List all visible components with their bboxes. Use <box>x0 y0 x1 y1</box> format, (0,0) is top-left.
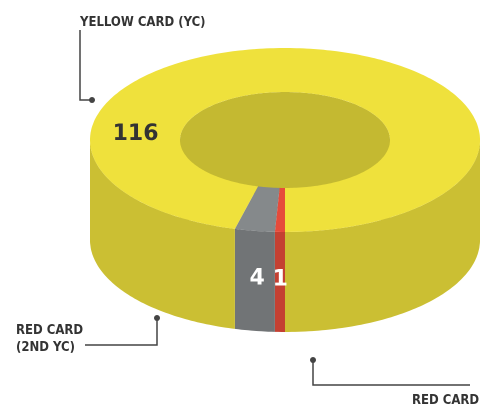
slices <box>90 48 480 332</box>
inner-wall <box>180 92 390 240</box>
value-label: 1 <box>273 267 288 292</box>
leader-dot <box>154 315 160 321</box>
value-label: 4 <box>250 266 265 291</box>
leader-dot <box>89 97 95 103</box>
outer-wall <box>274 231 285 332</box>
outer-wall <box>285 140 480 332</box>
outer-walls <box>90 140 480 332</box>
category-label: YELLOW CARD (YC) <box>80 15 206 30</box>
value-label: 116 <box>113 121 159 146</box>
top-faces <box>90 48 480 232</box>
slice-top <box>274 187 285 232</box>
leader-line <box>312 360 470 386</box>
leader-line <box>85 318 158 346</box>
category-label: RED CARD (2ND YC) <box>16 323 84 355</box>
leader-dot <box>310 357 316 363</box>
slice-top <box>234 186 280 232</box>
outer-wall <box>234 228 275 332</box>
leader-line <box>79 30 92 101</box>
inner-walls <box>180 92 390 240</box>
category-label: RED CARD <box>412 393 480 408</box>
slice-top <box>90 48 480 232</box>
outer-wall <box>90 140 235 329</box>
